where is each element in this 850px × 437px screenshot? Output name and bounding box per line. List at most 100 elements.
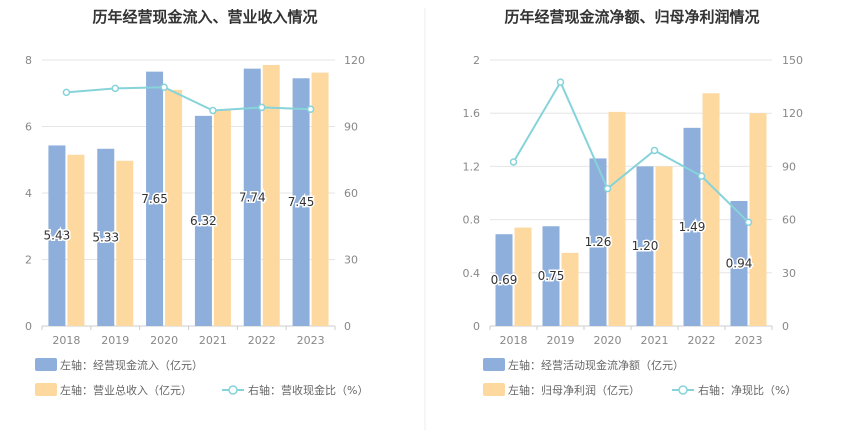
ratio-line-point — [209, 106, 217, 115]
bar-primary — [542, 226, 560, 326]
ratio-line — [62, 83, 315, 115]
right-axis-ticks: 0 30 60 90 120 — [344, 54, 365, 333]
ratio-line-path — [512, 79, 750, 223]
bar-value-label: 7.74 — [239, 190, 266, 204]
legend-marker-ratio[interactable] — [228, 385, 238, 395]
left-tick-label: 0 — [473, 320, 480, 333]
ratio-line-point — [509, 158, 518, 166]
bar-primary — [292, 78, 310, 326]
legend-label-net-profit[interactable]: 左轴：归母净利润（亿元） — [508, 383, 640, 397]
x-tick-label: 2022 — [248, 334, 276, 347]
bar-value-label: 1.20 — [632, 239, 659, 253]
x-tick-label: 2020 — [150, 334, 178, 347]
legend-label-ratio[interactable]: 右轴：净现比（%） — [698, 383, 796, 397]
ratio-line-point — [306, 105, 315, 113]
bar-primary — [730, 200, 748, 326]
bar-primary — [194, 115, 212, 326]
ratio-line-point — [258, 103, 266, 112]
ratio-line-point — [603, 184, 612, 193]
ratio-line-point — [62, 88, 71, 97]
bar-value-label: 1.49 — [679, 220, 706, 234]
x-axis-ticks: 2018 2019 2020 2021 2022 2023 — [489, 326, 773, 347]
bar-value-label: 5.33 — [92, 230, 119, 244]
bar-primary — [589, 158, 607, 326]
right-tick-label: 60 — [344, 187, 358, 200]
ratio-line-point — [160, 83, 168, 92]
bars — [495, 93, 767, 327]
right-tick-label: 0 — [344, 320, 351, 333]
legend-marker-ratio[interactable] — [678, 385, 688, 395]
bar-secondary — [311, 72, 329, 326]
chart-panel-cash-inflow-revenue: 历年经营现金流入、营业收入情况 0 2 4 6 8 0 30 60 90 120 5.43 5.3… — [25, 8, 368, 397]
left-tick-label: 1.2 — [463, 160, 481, 173]
legend-swatch-revenue[interactable] — [35, 383, 57, 396]
bar-value-label: 6.32 — [190, 214, 217, 228]
right-tick-label: 90 — [782, 160, 796, 173]
left-tick-label: 1.6 — [463, 107, 481, 120]
x-tick-label: 2021 — [199, 334, 227, 347]
ratio-line — [509, 78, 753, 227]
right-tick-label: 0 — [782, 320, 789, 333]
chart-panel-net-cashflow-profit: 历年经营现金流净额、归母净利润情况 0 0.4 0.8 1.2 1.6 2 0 30 60 90… — [463, 8, 804, 397]
right-axis-ticks: 0 30 60 90 120 150 — [782, 54, 803, 333]
x-tick-label: 2023 — [297, 334, 325, 347]
bar-value-label: 0.75 — [538, 269, 565, 283]
ratio-line-point — [744, 218, 753, 227]
ratio-line-point — [556, 78, 565, 86]
ratio-line-point — [650, 146, 659, 155]
bar-secondary — [262, 64, 280, 327]
bar-secondary — [213, 109, 231, 326]
bar-value-labels: 0.69 0.75 1.26 1.20 1.49 0.94 — [489, 218, 754, 288]
ratio-line-point — [697, 172, 706, 180]
ratio-line-path — [66, 86, 311, 112]
bar-secondary — [655, 166, 673, 326]
bar-value-label: 1.26 — [585, 235, 612, 249]
legend-label-ratio[interactable]: 右轴：营收现金比（%） — [248, 383, 368, 397]
bar-value-label: 0.94 — [726, 256, 753, 270]
chart-title: 历年经营现金流净额、归母净利润情况 — [504, 8, 759, 26]
left-axis-ticks: 0 2 4 6 8 — [25, 54, 32, 333]
bar-secondary — [165, 89, 183, 326]
legend-swatch-inflow[interactable] — [35, 358, 57, 371]
x-tick-label: 2022 — [688, 334, 716, 347]
bar-value-labels: 5.43 5.33 7.65 6.32 7.74 7.45 — [42, 189, 316, 246]
left-tick-label: 4 — [25, 187, 32, 200]
right-tick-label: 90 — [344, 121, 358, 134]
left-tick-label: 0.8 — [463, 214, 481, 227]
legend-label-inflow[interactable]: 左轴：经营现金流入（亿元） — [60, 358, 203, 372]
left-tick-label: 8 — [25, 54, 32, 67]
bar-secondary — [514, 227, 532, 326]
bar-value-label: 7.65 — [141, 192, 168, 206]
bar-secondary — [608, 111, 626, 327]
bar-primary — [146, 71, 164, 326]
bar-primary — [636, 166, 654, 326]
legend-swatch-net-cashflow[interactable] — [483, 358, 505, 371]
legend-swatch-net-profit[interactable] — [483, 383, 505, 396]
legend: 左轴：经营活动现金流净额（亿元） 左轴：归母净利润（亿元） 右轴：净现比（%） — [483, 358, 796, 397]
left-axis-ticks: 0 0.4 0.8 1.2 1.6 2 — [463, 54, 481, 333]
legend-label-net-cashflow[interactable]: 左轴：经营活动现金流净额（亿元） — [508, 358, 684, 372]
gridlines — [490, 59, 772, 327]
right-tick-label: 30 — [344, 254, 358, 267]
bar-value-label: 0.69 — [491, 273, 518, 287]
bar-primary — [243, 68, 261, 327]
right-tick-label: 60 — [782, 214, 796, 227]
bars — [48, 64, 329, 327]
x-axis-ticks: 2018 2019 2020 2021 2022 2023 — [41, 326, 336, 347]
bar-primary — [48, 145, 66, 326]
bar-primary — [495, 234, 513, 326]
left-tick-label: 0 — [25, 320, 32, 333]
x-tick-label: 2023 — [735, 334, 763, 347]
left-tick-label: 2 — [473, 54, 480, 67]
right-tick-label: 150 — [782, 54, 803, 67]
bar-value-label: 5.43 — [44, 229, 71, 243]
bar-primary — [683, 127, 701, 326]
bar-secondary — [116, 160, 134, 326]
x-tick-label: 2018 — [500, 334, 528, 347]
left-tick-label: 2 — [25, 254, 32, 267]
legend-label-revenue[interactable]: 左轴：营业总收入（亿元） — [60, 383, 192, 397]
left-tick-label: 6 — [25, 121, 32, 134]
x-tick-label: 2019 — [101, 334, 129, 347]
